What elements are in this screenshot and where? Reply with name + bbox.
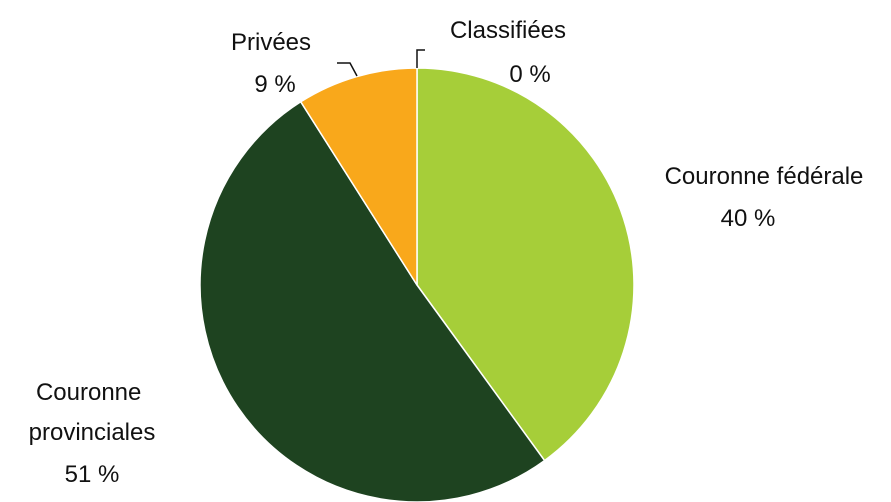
slice-label-classifiees-line-1: Classifiées: [450, 17, 566, 44]
slice-label-classifiees: Classifiées: [450, 17, 566, 44]
slice-label-privees: Privées: [231, 29, 311, 56]
slice-label-couronne-provinciales-line-1: Couronne: [36, 379, 141, 406]
slice-label-privees-line-1: Privées: [231, 29, 311, 56]
slice-value-classifiees: 0 %: [509, 61, 550, 88]
slice-label-couronne-provinciales-line-2: provinciales: [29, 419, 156, 446]
leader-lines: [337, 49, 425, 77]
leader-line-classifiees: [416, 49, 425, 68]
slice-label-couronne-provinciales: Couronne provinciales: [29, 379, 156, 446]
slices-layer: [199, 67, 635, 502]
pie-slice-privees: [299, 67, 418, 286]
slice-label-couronne-federale: Couronne fédérale: [665, 163, 864, 190]
slice-value-couronne-provinciales: 51 %: [65, 461, 120, 488]
slice-value-couronne-federale: 40 %: [721, 205, 776, 232]
pie-slice-couronne-provinciales: [199, 101, 546, 502]
pie-slice-couronne-federale: [416, 67, 635, 462]
slice-label-couronne-federale-line-1: Couronne fédérale: [665, 163, 864, 190]
leader-line-privees: [337, 62, 358, 77]
slice-value-privees: 9 %: [254, 71, 295, 98]
